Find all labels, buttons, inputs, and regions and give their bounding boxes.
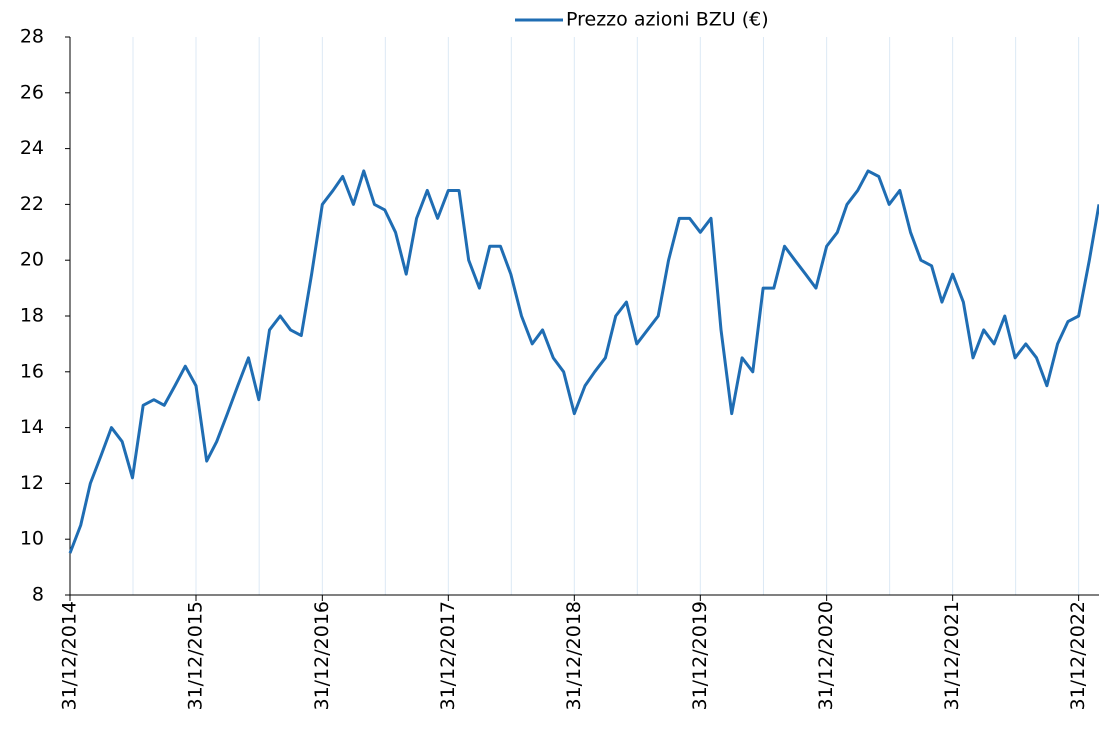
- y-tick-label: 28: [20, 26, 44, 48]
- y-tick-label: 26: [20, 81, 44, 103]
- y-tick-label: 10: [20, 528, 44, 550]
- x-tick-label: 31/12/2017: [437, 601, 459, 711]
- x-tick-label: 31/12/2018: [563, 601, 585, 711]
- y-tick-label: 16: [20, 360, 44, 382]
- y-tick-label: 18: [20, 305, 44, 327]
- legend-label: Prezzo azioni BZU (€): [566, 9, 769, 31]
- y-tick-label: 22: [20, 193, 44, 215]
- y-tick-label: 20: [20, 249, 44, 271]
- y-tick-label: 14: [20, 416, 44, 438]
- y-tick-label: 8: [32, 584, 44, 606]
- y-tick-label: 12: [20, 472, 44, 494]
- x-tick-label: 31/12/2016: [311, 601, 333, 711]
- x-tick-label: 31/12/2015: [184, 601, 206, 711]
- x-tick-label: 31/12/2014: [59, 601, 81, 711]
- x-tick-label: 31/12/2022: [1067, 601, 1089, 711]
- x-tick-label: 31/12/2020: [815, 601, 837, 711]
- x-tick-label: 31/12/2021: [941, 601, 963, 711]
- x-tick-label: 31/12/2019: [689, 601, 711, 711]
- y-tick-label: 24: [20, 137, 44, 159]
- line: [68, 169, 1099, 554]
